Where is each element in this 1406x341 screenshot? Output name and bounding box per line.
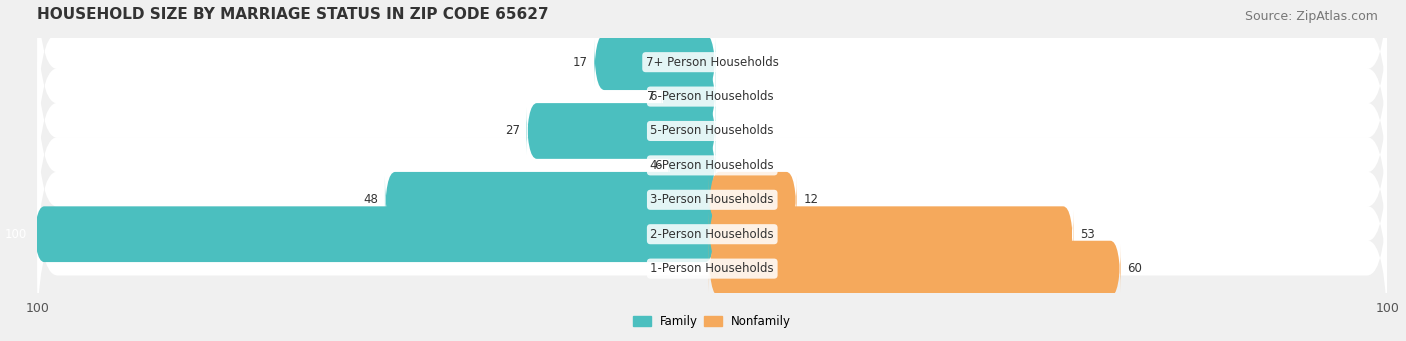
Text: 27: 27 bbox=[505, 124, 520, 137]
Text: 100: 100 bbox=[6, 228, 27, 241]
FancyBboxPatch shape bbox=[595, 34, 716, 90]
Text: 7: 7 bbox=[647, 90, 655, 103]
Text: 3-Person Households: 3-Person Households bbox=[651, 193, 773, 206]
Text: 53: 53 bbox=[1080, 228, 1095, 241]
FancyBboxPatch shape bbox=[38, 103, 1388, 275]
FancyBboxPatch shape bbox=[709, 241, 1121, 296]
Text: 5-Person Households: 5-Person Households bbox=[651, 124, 773, 137]
Text: 60: 60 bbox=[1128, 262, 1142, 275]
FancyBboxPatch shape bbox=[38, 0, 1388, 172]
Legend: Family, Nonfamily: Family, Nonfamily bbox=[628, 310, 796, 332]
Text: 4-Person Households: 4-Person Households bbox=[651, 159, 775, 172]
FancyBboxPatch shape bbox=[34, 206, 716, 262]
FancyBboxPatch shape bbox=[38, 0, 1388, 137]
Text: 6-Person Households: 6-Person Households bbox=[651, 90, 775, 103]
FancyBboxPatch shape bbox=[527, 103, 716, 159]
Text: Source: ZipAtlas.com: Source: ZipAtlas.com bbox=[1244, 10, 1378, 23]
FancyBboxPatch shape bbox=[38, 138, 1388, 309]
FancyBboxPatch shape bbox=[709, 206, 1073, 262]
Text: 1-Person Households: 1-Person Households bbox=[651, 262, 775, 275]
Text: 48: 48 bbox=[363, 193, 378, 206]
Text: 6: 6 bbox=[654, 159, 662, 172]
FancyBboxPatch shape bbox=[38, 35, 1388, 206]
FancyBboxPatch shape bbox=[668, 137, 716, 193]
FancyBboxPatch shape bbox=[709, 172, 797, 228]
Text: 2-Person Households: 2-Person Households bbox=[651, 228, 775, 241]
Text: 17: 17 bbox=[572, 56, 588, 69]
FancyBboxPatch shape bbox=[38, 69, 1388, 240]
Text: 7+ Person Households: 7+ Person Households bbox=[645, 56, 779, 69]
FancyBboxPatch shape bbox=[385, 172, 716, 228]
FancyBboxPatch shape bbox=[38, 172, 1388, 341]
Text: HOUSEHOLD SIZE BY MARRIAGE STATUS IN ZIP CODE 65627: HOUSEHOLD SIZE BY MARRIAGE STATUS IN ZIP… bbox=[38, 7, 548, 22]
FancyBboxPatch shape bbox=[662, 69, 716, 124]
Text: 12: 12 bbox=[803, 193, 818, 206]
